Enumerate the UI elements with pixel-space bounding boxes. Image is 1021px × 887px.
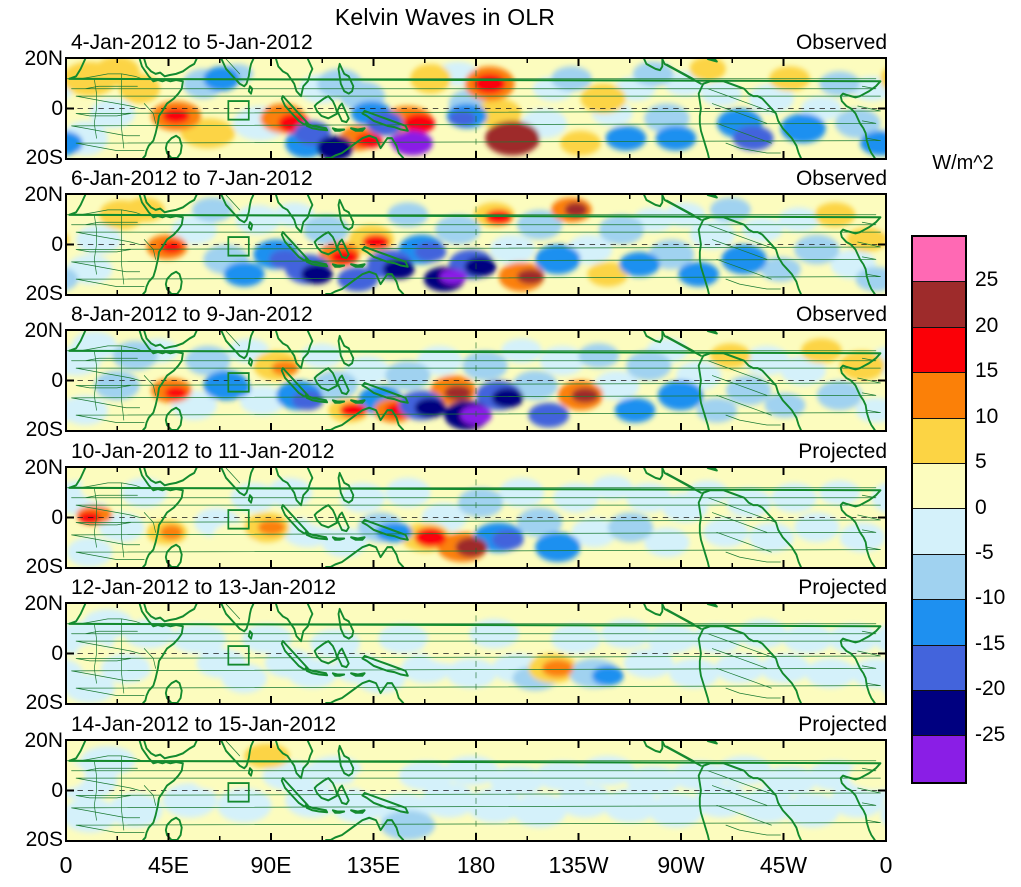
panel-date-5: 12-Jan-2012 to 13-Jan-2012 bbox=[71, 576, 337, 599]
colorbar-segment-4 bbox=[913, 418, 965, 465]
panel-map-1 bbox=[65, 57, 887, 160]
map-canvas-1 bbox=[67, 59, 885, 158]
y-tick-bot-3: 20S bbox=[25, 418, 63, 441]
panel-date-2: 6-Jan-2012 to 7-Jan-2012 bbox=[71, 167, 313, 190]
colorbar-segment-1 bbox=[913, 282, 965, 328]
panel-map-5 bbox=[65, 602, 887, 705]
colorbar-tick-5: 0 bbox=[975, 495, 987, 519]
y-tick-top-4: 20N bbox=[24, 456, 63, 479]
y-tick-mid-5: 0 bbox=[51, 641, 63, 665]
y-tick-bot-4: 20S bbox=[25, 555, 63, 578]
colorbar-segment-7 bbox=[913, 554, 965, 601]
panel-map-3 bbox=[65, 329, 887, 432]
colorbar-segment-8 bbox=[913, 600, 965, 646]
panel-map-4 bbox=[65, 466, 887, 569]
y-axis-3: 20N 0 20S bbox=[0, 319, 63, 441]
panel-status-1: Observed bbox=[795, 31, 887, 54]
x-tick-7: 45W bbox=[759, 852, 808, 878]
x-tick-6: 90W bbox=[657, 852, 705, 878]
y-axis-2: 20N 0 20S bbox=[0, 183, 63, 305]
colorbar-tick-6: -5 bbox=[975, 540, 994, 564]
x-tick-2: 90E bbox=[250, 852, 292, 878]
y-tick-mid-1: 0 bbox=[51, 96, 63, 120]
y-tick-top-5: 20N bbox=[24, 592, 63, 615]
y-tick-mid-6: 0 bbox=[51, 778, 63, 802]
panel-date-6: 14-Jan-2012 to 15-Jan-2012 bbox=[71, 713, 337, 736]
y-tick-mid-2: 0 bbox=[51, 232, 63, 256]
colorbar-segment-5 bbox=[913, 464, 965, 510]
colorbar-tick-4: 5 bbox=[975, 450, 987, 474]
y-axis-5: 20N 0 20S bbox=[0, 592, 63, 714]
panel-1 bbox=[65, 57, 887, 160]
y-tick-top-3: 20N bbox=[24, 319, 63, 342]
y-tick-top-6: 20N bbox=[24, 729, 63, 752]
colorbar-tick-2: 15 bbox=[975, 359, 999, 383]
y-axis-4: 20N 0 20S bbox=[0, 456, 63, 578]
colorbar-tick-10: -25 bbox=[975, 722, 1006, 746]
colorbar-segment-0 bbox=[913, 237, 965, 283]
panel-map-2 bbox=[65, 193, 887, 296]
colorbar-title: W/m^2 bbox=[932, 152, 994, 174]
colorbar-tick-8: -15 bbox=[975, 631, 1006, 655]
y-tick-mid-3: 0 bbox=[51, 368, 63, 392]
panel-6 bbox=[65, 739, 887, 842]
y-tick-mid-4: 0 bbox=[51, 505, 63, 529]
colorbar-segment-3 bbox=[913, 373, 965, 419]
map-canvas-5 bbox=[67, 604, 885, 703]
page-title: Kelvin Waves in OLR bbox=[334, 4, 556, 30]
panel-date-1: 4-Jan-2012 to 5-Jan-2012 bbox=[71, 31, 313, 54]
y-axis-1: 20N 0 20S bbox=[0, 47, 63, 169]
y-tick-bot-5: 20S bbox=[25, 691, 63, 714]
panel-date-3: 8-Jan-2012 to 9-Jan-2012 bbox=[71, 303, 313, 326]
panel-status-2: Observed bbox=[795, 167, 887, 190]
panel-4 bbox=[65, 466, 887, 569]
colorbar-segment-6 bbox=[913, 509, 965, 555]
colorbar bbox=[911, 235, 967, 784]
colorbar-segment-2 bbox=[913, 327, 965, 374]
panel-date-4: 10-Jan-2012 to 11-Jan-2012 bbox=[71, 440, 335, 463]
colorbar-tick-7: -10 bbox=[975, 586, 1006, 610]
map-canvas-3 bbox=[67, 331, 885, 430]
panel-status-6: Projected bbox=[798, 713, 887, 736]
panel-status-5: Projected bbox=[798, 576, 887, 599]
y-tick-bot-1: 20S bbox=[25, 146, 63, 169]
colorbar-tick-3: 10 bbox=[975, 404, 999, 428]
colorbar-tick-0: 25 bbox=[975, 268, 999, 292]
y-tick-bot-2: 20S bbox=[25, 282, 63, 305]
panel-status-4: Projected bbox=[798, 440, 887, 463]
map-canvas-2 bbox=[67, 195, 885, 294]
x-tick-1: 45E bbox=[148, 852, 189, 878]
map-canvas-4 bbox=[67, 468, 885, 567]
panel-status-3: Observed bbox=[795, 303, 887, 326]
y-tick-top-1: 20N bbox=[24, 47, 63, 70]
panel-2 bbox=[65, 193, 887, 296]
x-axis: 0 45E 90E 135E 180 135W 90W 45W 0 bbox=[60, 852, 893, 884]
panel-5 bbox=[65, 602, 887, 705]
y-axis-6: 20N 0 20S bbox=[0, 729, 63, 851]
colorbar-segment-10 bbox=[913, 691, 965, 737]
colorbar-tick-1: 20 bbox=[975, 313, 999, 337]
colorbar-segment-11 bbox=[913, 736, 965, 782]
x-tick-8: 0 bbox=[879, 852, 893, 878]
panel-3 bbox=[65, 329, 887, 432]
panel-map-6 bbox=[65, 739, 887, 842]
x-tick-5: 135W bbox=[548, 852, 609, 878]
x-tick-0: 0 bbox=[59, 852, 73, 878]
y-tick-top-2: 20N bbox=[24, 183, 63, 206]
y-tick-bot-6: 20S bbox=[25, 828, 63, 851]
colorbar-segment-9 bbox=[913, 645, 965, 692]
x-tick-4: 180 bbox=[456, 852, 496, 878]
map-canvas-6 bbox=[67, 741, 885, 840]
x-tick-3: 135E bbox=[346, 852, 401, 878]
colorbar-tick-9: -20 bbox=[975, 677, 1006, 701]
